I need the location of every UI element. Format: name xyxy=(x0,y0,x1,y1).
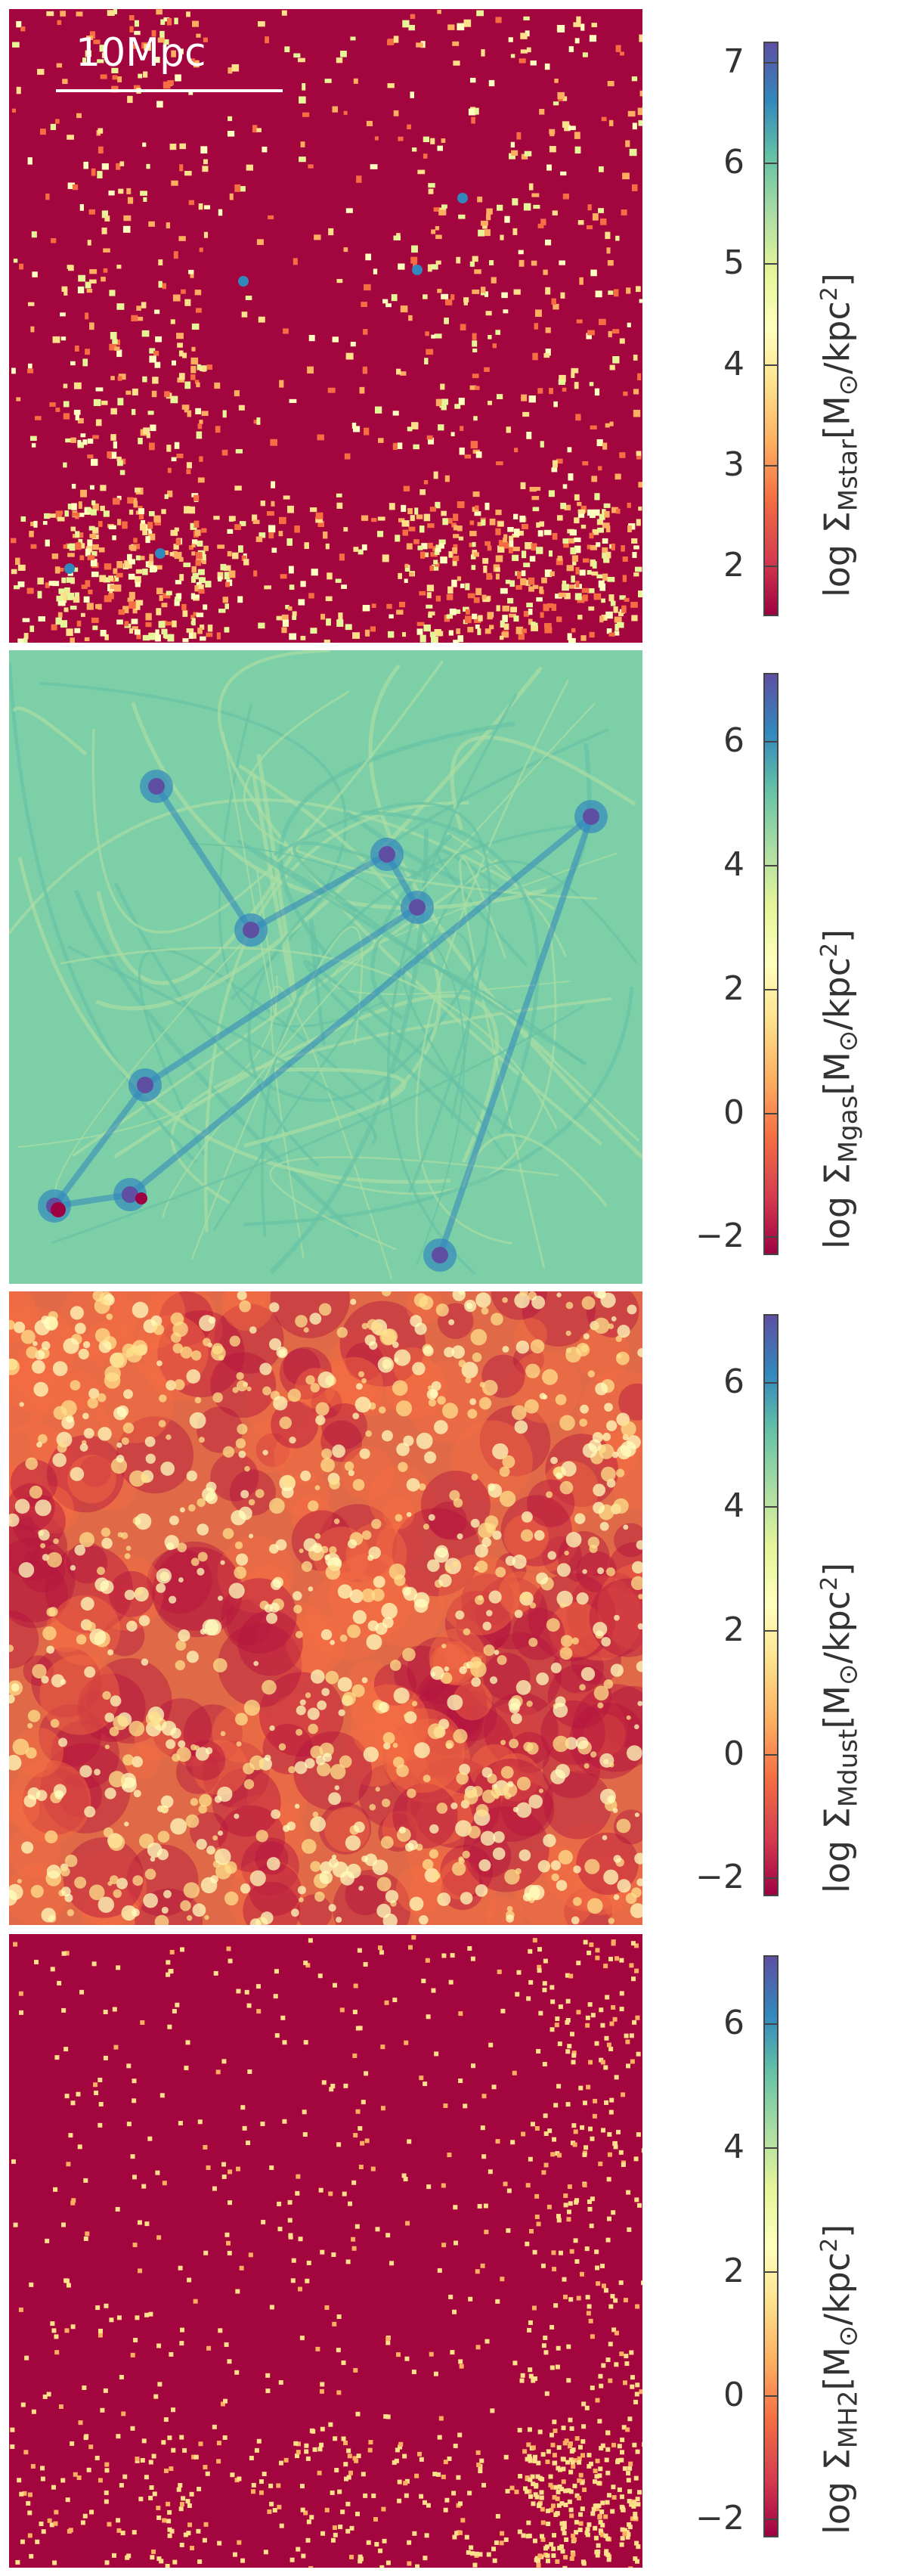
dust-density-map xyxy=(9,1291,642,1925)
colorbar-mgas xyxy=(763,673,779,1255)
scale-bar-label: 10Mpc xyxy=(76,30,206,76)
colorbar-tick xyxy=(765,364,779,366)
colorbar-tick xyxy=(765,2271,779,2273)
colorbar-tick-label: 4 xyxy=(723,344,744,383)
gas-density-map xyxy=(9,650,642,1284)
colorbar-tick-label: 6 xyxy=(723,1362,744,1402)
colorbar-tick xyxy=(765,1629,779,1632)
colorbar-tick xyxy=(765,864,779,866)
panel-mh2: 6 4 2 0 −2 log ΣMH2[M⊙/kpc2] xyxy=(0,1933,907,2576)
colorbar-tick xyxy=(765,566,779,568)
colorbar-tick-label: 2 xyxy=(723,546,744,585)
colorbar-tick-label: 4 xyxy=(723,1486,744,1525)
colorbar-tick-label: 7 xyxy=(723,42,744,81)
stellar-density-map: 10Mpc xyxy=(9,9,642,643)
colorbar-tick-label: 0 xyxy=(723,2375,744,2414)
colorbar-tick xyxy=(765,2147,779,2149)
colorbar-tick-label: 0 xyxy=(723,1093,744,1132)
colorbar-mdust xyxy=(763,1314,779,1896)
colorbar-label-mgas: log ΣMgas[M⊙/kpc2] xyxy=(816,928,864,1249)
colorbar-tick-label: 0 xyxy=(723,1734,744,1773)
colorbar-mh2 xyxy=(763,1955,779,2537)
colorbar-tick xyxy=(765,1877,779,1880)
colorbar-tick xyxy=(765,263,779,265)
colorbar-tick xyxy=(765,1236,779,1238)
colorbar-label-mdust: log ΣMdust[M⊙/kpc2] xyxy=(816,1562,864,1893)
panel-mstar: 10Mpc 7 6 5 4 3 2 log ΣMstar[M⊙/kpc2] xyxy=(0,0,907,644)
panel-mgas: 6 4 2 0 −2 log ΣMgas[M⊙/kpc2] xyxy=(0,644,907,1288)
colorbar-tick-label: 2 xyxy=(723,2251,744,2290)
colorbar-tick-label: 6 xyxy=(723,2004,744,2043)
panel-mdust: 6 4 2 0 −2 log ΣMdust[M⊙/kpc2] xyxy=(0,1288,907,1933)
colorbar-tick xyxy=(765,61,779,64)
colorbar-tick xyxy=(765,1753,779,1756)
colorbar-tick xyxy=(765,2023,779,2026)
colorbar-tick-label: 3 xyxy=(723,445,744,484)
h2-density-map xyxy=(9,1934,642,2568)
colorbar-tick xyxy=(765,1382,779,1384)
colorbar-tick-label: 2 xyxy=(723,1610,744,1649)
colorbar-tick xyxy=(765,163,779,164)
colorbar-tick-label: −2 xyxy=(695,1217,744,1256)
colorbar-tick-label: −2 xyxy=(695,2499,744,2538)
colorbar-label-mh2: log ΣMH2[M⊙/kpc2] xyxy=(816,2224,864,2534)
colorbar-tick-label: 6 xyxy=(723,721,744,761)
colorbar-mstar xyxy=(763,42,779,616)
colorbar-tick-label: 5 xyxy=(723,243,744,283)
colorbar-tick-label: 6 xyxy=(723,143,744,181)
scale-bar xyxy=(56,89,283,92)
colorbar-tick-label: 2 xyxy=(723,969,744,1008)
colorbar-tick xyxy=(765,988,779,990)
colorbar-tick xyxy=(765,741,779,743)
colorbar-tick-label: 4 xyxy=(723,2127,744,2166)
colorbar-tick xyxy=(765,1112,779,1114)
colorbar-tick xyxy=(765,465,779,467)
colorbar-tick-label: −2 xyxy=(695,1858,744,1897)
colorbar-tick xyxy=(765,1505,779,1508)
colorbar-tick-label: 4 xyxy=(723,845,744,884)
colorbar-label-mstar: log ΣMstar[M⊙/kpc2] xyxy=(816,273,864,597)
colorbar-tick xyxy=(765,2395,779,2397)
colorbar-tick xyxy=(765,2519,779,2521)
